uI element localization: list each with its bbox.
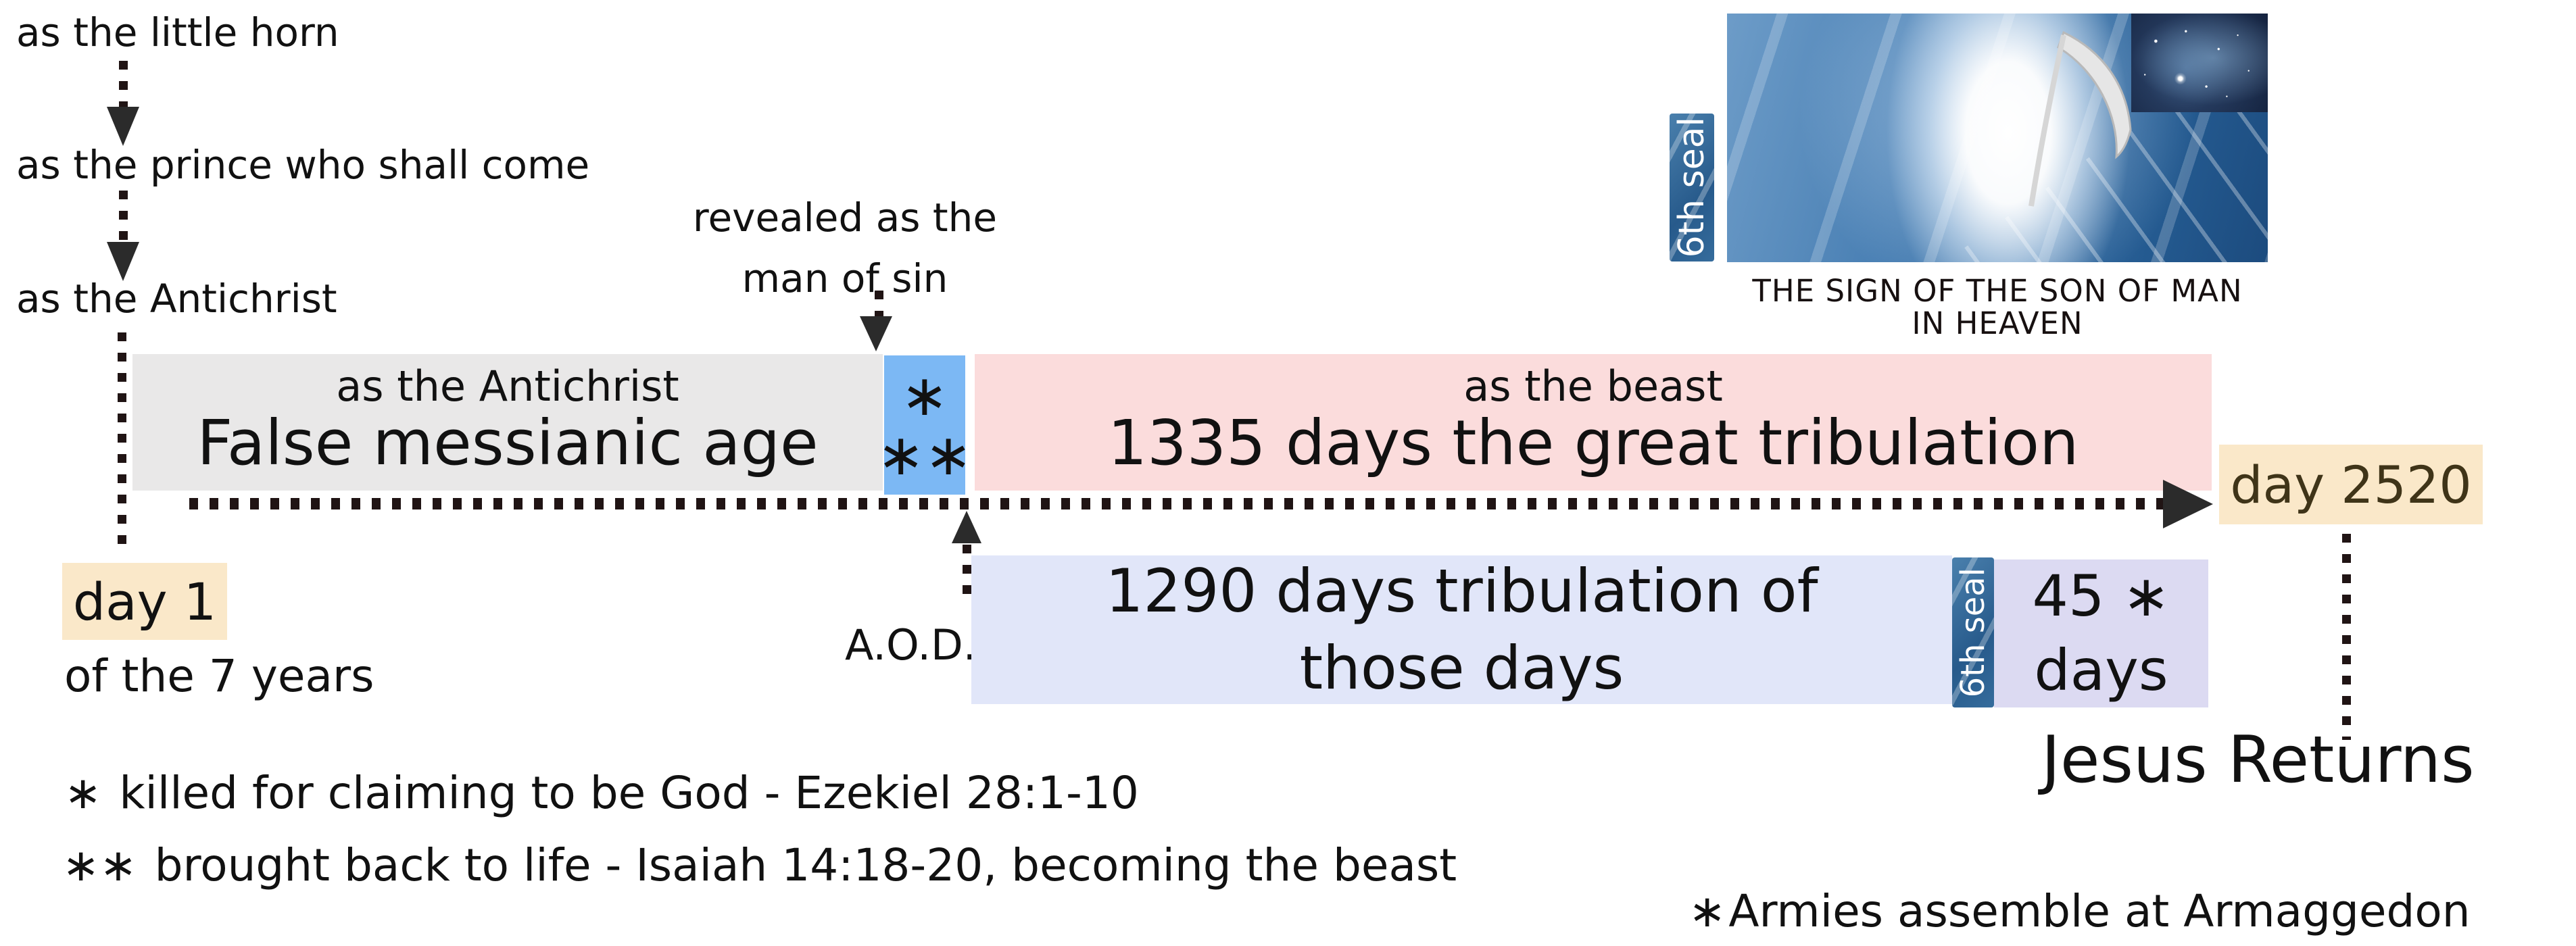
- timeline-arrowhead-icon: [2163, 480, 2213, 528]
- down-arrow-icon: [107, 107, 139, 146]
- day1-guide-dotted-line: [118, 332, 126, 545]
- day-2520-badge: day 2520: [2219, 445, 2483, 524]
- sixth-seal-strip-label: 6th seal: [1954, 567, 1992, 698]
- false-messianic-age-bar: as the Antichrist False messianic age: [132, 354, 883, 491]
- down-arrow-line: [119, 61, 128, 109]
- beast-bar-subtitle: as the beast: [1463, 362, 1723, 412]
- tribulation-1290-line2: those days: [1299, 633, 1624, 703]
- down-arrow-line: [119, 191, 128, 245]
- footnote-armageddon: ∗ Armies assemble at Armaggedon: [1688, 885, 2471, 937]
- footnote-killed: ∗ killed for claiming to be God - Ezekie…: [64, 767, 1139, 819]
- day-1-label: day 1: [72, 571, 217, 632]
- timeline-dotted-line: [189, 498, 2166, 509]
- up-arrow-line: [963, 545, 971, 601]
- day2520-guide-dotted-line: [2342, 534, 2351, 740]
- seven-years-label: of the 7 years: [64, 650, 374, 702]
- beast-bar-title: 1335 days the great tribulation: [1107, 407, 2079, 480]
- day-1-badge: day 1: [62, 563, 227, 640]
- image-caption-line2: IN HEAVEN: [1912, 305, 2083, 341]
- tribulation-1290-bar: 1290 days tribulation of those days: [971, 555, 1952, 704]
- final-45-days-line2: days: [2034, 637, 2168, 703]
- killed-marker: ∗: [900, 362, 949, 428]
- footnote-armageddon-text: Armies assemble at Armaggedon: [1728, 885, 2471, 937]
- antichrist-bar-subtitle: as the Antichrist: [336, 362, 679, 412]
- image-caption-line1: THE SIGN OF THE SON OF MAN: [1752, 273, 2243, 309]
- footnote-revived-marker: ∗∗: [62, 839, 137, 891]
- great-tribulation-bar: as the beast 1335 days the great tribula…: [975, 354, 2212, 491]
- footnote-revived: ∗∗ brought back to life - Isaiah 14:18-2…: [62, 839, 1457, 891]
- footnote-killed-marker: ∗: [64, 767, 102, 819]
- chain-label-antichrist: as the Antichrist: [16, 276, 337, 322]
- jesus-returns-label: Jesus Returns: [2041, 723, 2475, 797]
- final-45-days-box: 45 ∗ days: [1994, 559, 2208, 707]
- down-arrow-line: [875, 291, 883, 319]
- day-2520-label: day 2520: [2230, 454, 2472, 515]
- up-arrow-icon: [952, 511, 981, 543]
- tribulation-1290-line1: 1290 days tribulation of: [1105, 555, 1818, 626]
- footnote-revived-text: brought back to life - Isaiah 14:18-20, …: [154, 839, 1457, 891]
- chain-label-little-horn: as the little horn: [16, 9, 339, 55]
- footnote-killed-text: killed for claiming to be God - Ezekiel …: [119, 767, 1139, 819]
- sixth-seal-image-tag: 6th seal: [1670, 114, 1714, 262]
- sixth-seal-strip: 6th seal: [1952, 557, 1994, 707]
- antichrist-bar-title: False messianic age: [197, 407, 819, 480]
- galaxy-starfield: [2131, 14, 2268, 112]
- footnote-armageddon-marker: ∗: [1688, 885, 1726, 937]
- sixth-seal-image-tag-label: 6th seal: [1672, 117, 1712, 258]
- scythe-sign-icon: [2028, 30, 2132, 207]
- down-arrow-icon: [107, 242, 139, 281]
- chain-label-prince: as the prince who shall come: [16, 142, 590, 188]
- revealed-note: revealed as the man of sin: [608, 188, 1082, 309]
- revealed-note-line1: revealed as the: [692, 195, 998, 241]
- death-resurrection-segment: ∗ ∗∗: [877, 355, 972, 495]
- revealed-note-line2: man of sin: [742, 255, 948, 301]
- down-arrow-icon: [860, 316, 892, 351]
- final-45-days-line1: 45 ∗: [2032, 563, 2170, 630]
- revived-marker: ∗∗: [877, 422, 973, 488]
- heaven-image: [1727, 14, 2268, 262]
